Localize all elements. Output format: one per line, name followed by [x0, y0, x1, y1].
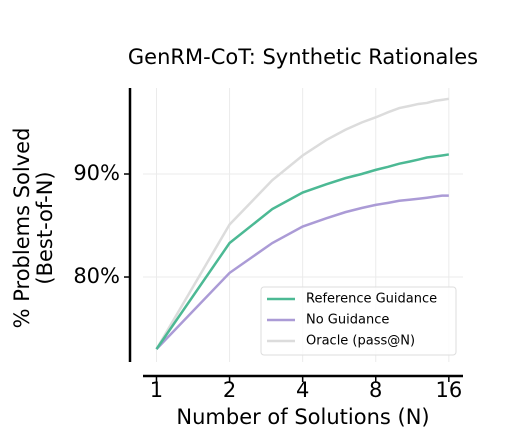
legend-label: Oracle (pass@N): [306, 334, 415, 349]
x-tick-label: 2: [223, 378, 236, 402]
y-axis-label: (Best-of-N): [33, 171, 57, 284]
legend-box: [260, 286, 457, 356]
line: [155, 194, 449, 350]
x-tick-label: 16: [435, 378, 462, 402]
y-tick-label: 90%: [73, 161, 120, 185]
x-axis-label: Number of Solutions (N): [176, 405, 429, 429]
legend-label: No Guidance: [306, 313, 389, 328]
line: [155, 97, 450, 350]
y-tick-label: 80%: [73, 264, 120, 288]
x-tick-label: 1: [150, 378, 163, 402]
x-tick-label: 8: [369, 378, 382, 402]
line: [155, 153, 450, 350]
chart-title: GenRM-CoT: Synthetic Rationales: [128, 45, 478, 69]
legend-label: Reference Guidance: [306, 292, 437, 307]
grid: [143, 88, 463, 362]
x-tick-label: 4: [296, 378, 309, 402]
y-axis-label: % Problems Solved: [10, 128, 34, 329]
